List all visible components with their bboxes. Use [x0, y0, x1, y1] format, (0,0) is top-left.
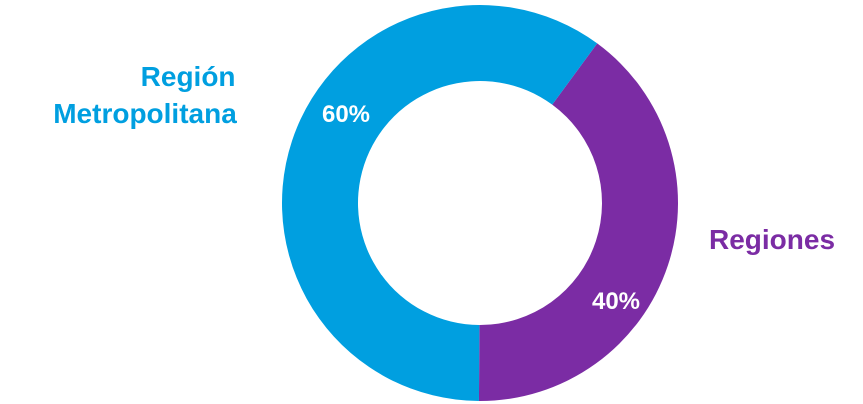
- label-regiones-line-1: Regiones: [709, 224, 835, 255]
- label-region-metropolitana-line-2: Metropolitana: [53, 98, 237, 129]
- label-region-metropolitana: Región Metropolitana: [53, 61, 243, 129]
- slice-regiones: [478, 43, 678, 401]
- value-label-region-metropolitana: 60%: [322, 101, 370, 128]
- value-label-regiones: 40%: [592, 288, 640, 315]
- slice-region-metropolitana: [281, 4, 598, 401]
- label-regiones: Regiones: [709, 224, 835, 255]
- donut-slices: [281, 4, 678, 401]
- label-region-metropolitana-line-1: Región: [141, 61, 236, 92]
